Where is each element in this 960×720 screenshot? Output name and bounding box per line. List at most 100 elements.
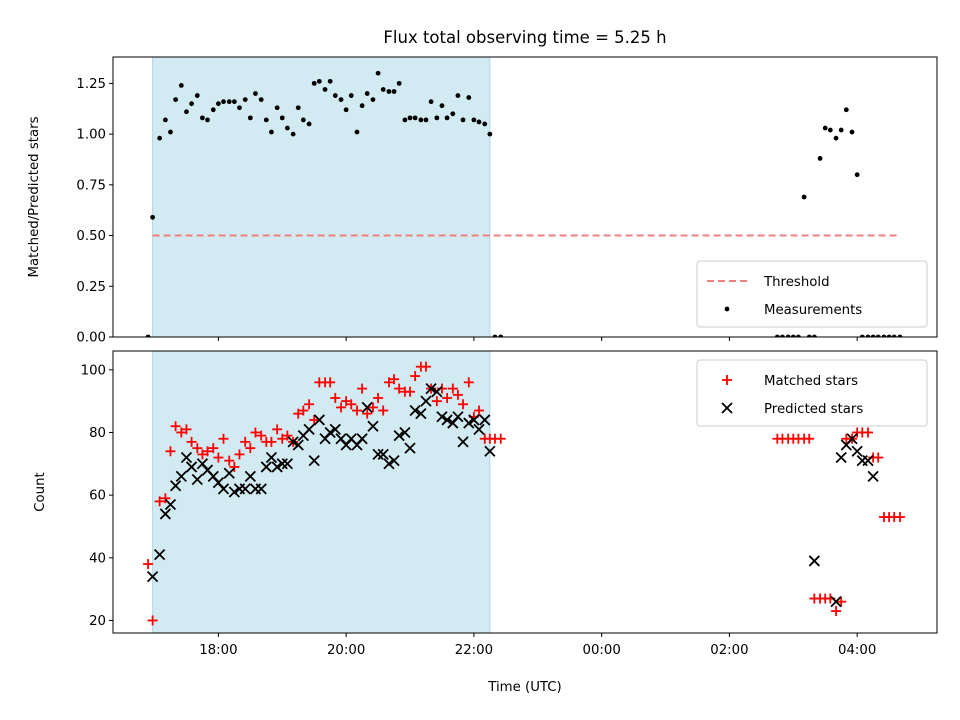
predicted-star-point: [175, 470, 187, 482]
top-y-tick-label: 1.00: [76, 128, 106, 143]
measurement-point: [274, 105, 280, 111]
bottom-x-tick-label: 00:00: [582, 643, 620, 658]
predicted-star-d2: [808, 555, 820, 567]
measurement-point: [311, 80, 317, 86]
predicted-star-point: [191, 473, 203, 486]
matched-star-point: [452, 389, 463, 400]
measurement-point: [843, 107, 849, 113]
predicted-star-point: [862, 455, 874, 467]
measurement-point: [455, 93, 461, 98]
measurement-point: [327, 78, 333, 84]
measurement-point: [492, 334, 498, 337]
predicted-star-point: [265, 451, 278, 464]
predicted-star-point: [228, 486, 241, 498]
predicted-star-d2: [212, 476, 225, 489]
measurement-point: [242, 97, 248, 103]
measurement-point: [200, 115, 205, 121]
predicted-star-point: [271, 461, 283, 473]
measurement-point: [870, 334, 876, 337]
measurement-point: [801, 194, 807, 200]
measurement-point: [434, 115, 440, 121]
predicted-star-d2: [292, 439, 304, 451]
matched-star-point: [213, 452, 224, 463]
predicted-star-d2: [196, 458, 209, 470]
measurement-point: [247, 115, 253, 121]
predicted-star-point: [367, 420, 379, 432]
measurement-point: [482, 121, 488, 127]
predicted-star-d2: [255, 483, 267, 495]
measurement-point: [178, 83, 184, 88]
matched-star-point: [176, 427, 187, 438]
matched-star-point: [831, 606, 842, 617]
predicted-star-d2: [361, 401, 373, 414]
measurement-point: [498, 334, 504, 337]
predicted-star-d2: [169, 480, 182, 492]
matched-star-point: [495, 433, 506, 444]
legend-measurements-label: Measurements: [764, 303, 862, 318]
predicted-star-d2: [404, 442, 416, 454]
matched-star-point: [362, 408, 373, 419]
predicted-star-d2: [393, 429, 405, 442]
predicted-star-point: [292, 439, 304, 451]
matched-star-point: [383, 377, 394, 388]
predicted-star-d2: [367, 420, 379, 432]
predicted-star-point: [431, 386, 443, 398]
predicted-star-point: [308, 455, 320, 467]
measurement-point: [439, 103, 445, 109]
bottom-axes-frame: [112, 350, 938, 634]
top-y-tick-label: 0.00: [76, 331, 106, 346]
predicted-star-point: [169, 480, 182, 492]
predicted-star-d2: [207, 470, 219, 482]
matched-star-point: [293, 408, 304, 419]
matched-star-point: [234, 449, 245, 460]
measurement-point: [189, 101, 194, 107]
measurement-point: [370, 97, 376, 103]
matched-star-point: [378, 405, 389, 416]
measurement-point: [780, 334, 785, 337]
measurement-point: [380, 87, 386, 92]
measurement-point: [396, 80, 402, 86]
measurement-point: [487, 131, 493, 137]
matched-star-point: [272, 424, 283, 435]
predicted-star-d2: [388, 455, 400, 467]
predicted-star-point: [255, 483, 267, 495]
measurement-point: [407, 115, 413, 121]
predicted-star-d2: [473, 423, 485, 435]
predicted-star-point: [436, 411, 448, 423]
predicted-star-d2: [287, 436, 299, 448]
bottom-x-tick-label: 02:00: [710, 643, 748, 658]
predicted-star-point: [281, 458, 294, 470]
measurement-point: [386, 89, 392, 94]
measurement-point: [897, 334, 903, 337]
predicted-star-d2: [260, 461, 272, 473]
matched-star-point: [436, 383, 447, 394]
predicted-star-point: [244, 470, 256, 482]
predicted-star-point: [313, 414, 325, 426]
measurement-point: [258, 97, 264, 103]
matched-star-point: [373, 393, 384, 403]
predicted-star-d2: [851, 445, 863, 457]
measurement-point: [300, 117, 306, 123]
measurement-point: [194, 93, 200, 98]
predicted-star-d2: [191, 473, 203, 486]
measurement-point: [476, 119, 482, 125]
predicted-star-point: [468, 414, 480, 426]
measurement-point: [817, 156, 823, 161]
measurement-point: [471, 117, 477, 123]
measurement-point: [359, 103, 365, 109]
matched-star-point: [804, 433, 815, 444]
measurement-point: [774, 334, 780, 337]
predicted-star-d2: [201, 464, 214, 476]
matched-star-point: [192, 443, 203, 454]
predicted-star-d2: [276, 458, 288, 470]
predicted-star-d2: [409, 404, 421, 417]
predicted-star-point: [409, 404, 421, 417]
predicted-star-point: [329, 423, 341, 435]
matched-star-point: [229, 461, 240, 472]
top-y-tick-label: 1.25: [76, 77, 106, 92]
matched-star-point: [181, 424, 192, 435]
measurement-point: [348, 93, 354, 98]
predicted-star-point: [830, 596, 842, 608]
measurement-point: [295, 105, 301, 111]
